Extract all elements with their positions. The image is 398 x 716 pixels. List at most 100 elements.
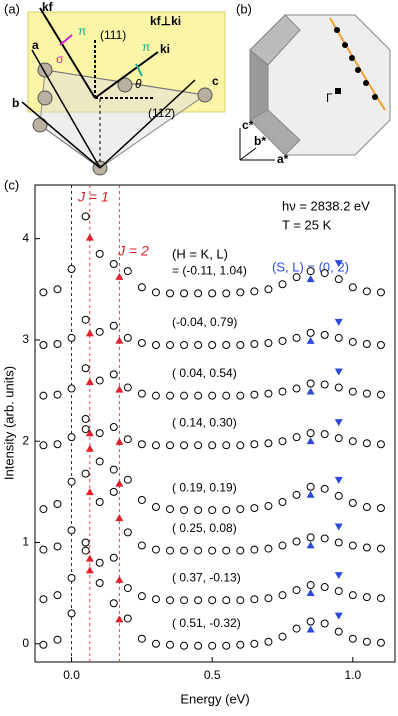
atom (197, 87, 213, 103)
data-point (53, 440, 62, 449)
peak-marker (115, 272, 124, 280)
peak-marker (334, 612, 343, 620)
data-point (39, 288, 48, 297)
data-point (278, 591, 287, 600)
data-point (81, 364, 90, 373)
data-point (334, 275, 343, 284)
data-point (348, 591, 357, 600)
data-point (151, 503, 160, 512)
data-point (348, 437, 357, 446)
data-point (222, 441, 231, 450)
data-point (109, 370, 118, 379)
data-point (306, 482, 315, 491)
data-point (222, 391, 231, 400)
data-point (151, 441, 160, 450)
y-tick-label: 2 (22, 433, 29, 447)
peak-marker (85, 488, 94, 496)
label: a (32, 38, 39, 52)
data-point (208, 596, 217, 605)
data-point (123, 584, 132, 593)
series-label: ( 0.14, 0.30) (172, 415, 237, 429)
annotation: (S, L) = (0, 2) (272, 259, 349, 274)
point (334, 27, 340, 33)
data-point (180, 596, 189, 605)
data-point (39, 391, 48, 400)
data-point (39, 505, 48, 514)
peak-marker (306, 490, 315, 498)
peak-marker (85, 329, 94, 337)
data-point (166, 546, 174, 555)
bond (39, 124, 101, 169)
data-point (109, 423, 118, 432)
data-point (151, 595, 160, 604)
peak-marker (85, 566, 94, 574)
peak-marker (115, 575, 124, 583)
peak-marker (115, 437, 124, 445)
data-point (151, 341, 160, 350)
series-label: ( 0.51, -0.32) (172, 616, 241, 630)
data-point (53, 500, 62, 509)
panel-label: (b) (236, 1, 252, 16)
data-point (137, 634, 146, 643)
data-point (306, 533, 315, 542)
point (342, 42, 348, 48)
peak-marker (306, 625, 315, 633)
data-point (250, 545, 259, 554)
data-point (306, 379, 315, 388)
data-point (151, 545, 160, 554)
data-point (236, 546, 245, 555)
series-label: ( 0.19, 0.19) (172, 480, 237, 494)
data-point (348, 283, 357, 292)
data-point (109, 487, 118, 496)
data-point (194, 506, 203, 515)
data-point (180, 506, 189, 515)
data-point (222, 546, 231, 555)
data-point (166, 289, 174, 298)
data-point (194, 546, 203, 555)
series-label: (-0.04, 0.79) (172, 315, 237, 329)
data-point (278, 632, 287, 641)
data-point (264, 439, 273, 448)
axis-c (99, 79, 196, 169)
data-point (264, 637, 273, 646)
data-point (320, 269, 329, 278)
label: c* (242, 118, 254, 132)
data-point (67, 433, 76, 442)
data-point (81, 425, 90, 434)
data-point (208, 641, 217, 650)
data-point (348, 541, 357, 550)
label: π (78, 24, 86, 38)
data-point (292, 333, 301, 342)
data-point (362, 439, 371, 448)
data-point (292, 586, 301, 595)
ki-arrow (94, 51, 159, 99)
data-point (67, 609, 76, 618)
data-point (334, 434, 343, 443)
data-point (222, 506, 231, 515)
data-point (39, 640, 48, 649)
data-point (236, 288, 245, 297)
data-point (151, 288, 160, 297)
data-point (250, 390, 259, 399)
data-point (292, 624, 301, 633)
data-point (95, 558, 104, 567)
data-point (264, 502, 273, 511)
x-tick-label: 0.0 (63, 668, 80, 682)
peak-marker (306, 541, 315, 549)
data-point (306, 328, 315, 337)
annotation: J = 2 (117, 243, 149, 259)
data-point (194, 641, 203, 650)
data-point (250, 340, 259, 348)
data-point (95, 249, 104, 258)
data-point (109, 553, 118, 562)
data-point (81, 538, 90, 547)
label: σ (56, 52, 64, 66)
polarization (135, 63, 143, 77)
data-point (250, 639, 259, 648)
data-point (180, 641, 189, 650)
data-point (306, 429, 315, 438)
kf-arrow (39, 7, 96, 99)
data-point (137, 592, 146, 601)
data-point (151, 391, 160, 400)
data-point (123, 267, 132, 276)
